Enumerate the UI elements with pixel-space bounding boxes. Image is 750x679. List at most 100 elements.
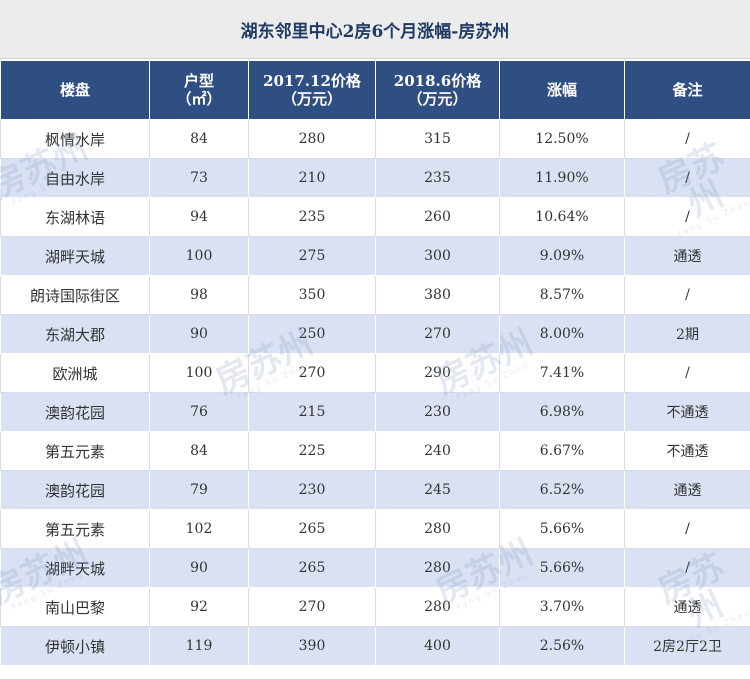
cell-project: 枫情水岸: [0, 119, 150, 159]
cell-note: 通透: [624, 587, 750, 627]
cell-note: 2房2厅2卫: [624, 626, 750, 666]
cell-price-2018: 260: [375, 197, 500, 237]
cell-area: 84: [149, 119, 249, 159]
cell-price-2018: 230: [375, 392, 500, 432]
cell-area: 92: [149, 587, 249, 627]
cell-note: /: [624, 119, 750, 159]
cell-price-2018: 270: [375, 314, 500, 354]
cell-note: /: [624, 509, 750, 549]
cell-note: /: [624, 548, 750, 588]
cell-price-2017: 270: [248, 353, 376, 393]
cell-note: 不通透: [624, 392, 750, 432]
cell-price-2018: 280: [375, 587, 500, 627]
table-row: 欧洲城 100 270 290 7.41% /: [0, 353, 750, 393]
cell-price-2018: 240: [375, 431, 500, 471]
cell-price-2018: 315: [375, 119, 500, 159]
cell-price-2017: 265: [248, 509, 376, 549]
cell-price-2017: 250: [248, 314, 376, 354]
cell-note: 通透: [624, 236, 750, 276]
table-row: 湖畔天城 90 265 280 5.66% /: [0, 548, 750, 588]
cell-project: 欧洲城: [0, 353, 150, 393]
cell-note: 通透: [624, 470, 750, 510]
table-row: 东湖林语 94 235 260 10.64% /: [0, 197, 750, 237]
table-row: 澳韵花园 76 215 230 6.98% 不通透: [0, 392, 750, 432]
cell-price-2017: 225: [248, 431, 376, 471]
cell-rise: 6.98%: [499, 392, 625, 432]
cell-rise: 2.56%: [499, 626, 625, 666]
cell-area: 102: [149, 509, 249, 549]
table-row: 南山巴黎 92 270 280 3.70% 通透: [0, 587, 750, 627]
cell-project: 伊顿小镇: [0, 626, 150, 666]
cell-area: 76: [149, 392, 249, 432]
header-area: 户型 （㎡）: [149, 60, 249, 120]
table-row: 枫情水岸 84 280 315 12.50% /: [0, 119, 750, 159]
cell-price-2018: 280: [375, 548, 500, 588]
cell-project: 东湖大郡: [0, 314, 150, 354]
cell-price-2017: 350: [248, 275, 376, 315]
cell-rise: 7.41%: [499, 353, 625, 393]
cell-price-2018: 400: [375, 626, 500, 666]
cell-area: 98: [149, 275, 249, 315]
cell-project: 朗诗国际街区: [0, 275, 150, 315]
cell-rise: 11.90%: [499, 158, 625, 198]
cell-rise: 6.67%: [499, 431, 625, 471]
cell-price-2017: 275: [248, 236, 376, 276]
cell-project: 澳韵花园: [0, 392, 150, 432]
cell-rise: 8.57%: [499, 275, 625, 315]
table-row: 第五元素 102 265 280 5.66% /: [0, 509, 750, 549]
table-title: 湖东邻里中心2房6个月涨幅-房苏州: [0, 0, 750, 59]
cell-price-2017: 390: [248, 626, 376, 666]
header-price-2017: 2017.12价格 （万元）: [248, 60, 376, 120]
cell-price-2018: 235: [375, 158, 500, 198]
header-note: 备注: [624, 60, 750, 120]
cell-price-2017: 215: [248, 392, 376, 432]
cell-project: 第五元素: [0, 509, 150, 549]
cell-area: 100: [149, 236, 249, 276]
table-row: 澳韵花园 79 230 245 6.52% 通透: [0, 470, 750, 510]
cell-area: 79: [149, 470, 249, 510]
cell-price-2017: 210: [248, 158, 376, 198]
cell-rise: 5.66%: [499, 509, 625, 549]
cell-note: /: [624, 158, 750, 198]
cell-area: 119: [149, 626, 249, 666]
header-row: 楼盘 户型 （㎡） 2017.12价格 （万元） 2018.6价格 （万元） 涨幅 备…: [0, 60, 750, 120]
cell-price-2017: 280: [248, 119, 376, 159]
cell-area: 73: [149, 158, 249, 198]
cell-note: /: [624, 275, 750, 315]
cell-rise: 12.50%: [499, 119, 625, 159]
cell-area: 94: [149, 197, 249, 237]
cell-project: 自由水岸: [0, 158, 150, 198]
cell-price-2017: 230: [248, 470, 376, 510]
cell-price-2018: 290: [375, 353, 500, 393]
cell-project: 澳韵花园: [0, 470, 150, 510]
cell-price-2017: 265: [248, 548, 376, 588]
cell-project: 东湖林语: [0, 197, 150, 237]
header-project: 楼盘: [0, 60, 150, 120]
cell-price-2018: 280: [375, 509, 500, 549]
price-rise-table: 楼盘 户型 （㎡） 2017.12价格 （万元） 2018.6价格 （万元） 涨幅 备…: [0, 60, 750, 666]
cell-note: 2期: [624, 314, 750, 354]
cell-area: 90: [149, 314, 249, 354]
cell-area: 84: [149, 431, 249, 471]
cell-project: 第五元素: [0, 431, 150, 471]
cell-price-2018: 300: [375, 236, 500, 276]
header-price-2018: 2018.6价格 （万元）: [375, 60, 500, 120]
cell-note: /: [624, 353, 750, 393]
cell-note: 不通透: [624, 431, 750, 471]
cell-price-2017: 235: [248, 197, 376, 237]
cell-project: 湖畔天城: [0, 236, 150, 276]
table-row: 东湖大郡 90 250 270 8.00% 2期: [0, 314, 750, 354]
cell-rise: 6.52%: [499, 470, 625, 510]
cell-rise: 9.09%: [499, 236, 625, 276]
table-body: 枫情水岸 84 280 315 12.50% / 自由水岸 73 210 235 11.90% / 东湖…: [0, 119, 750, 666]
table-row: 第五元素 84 225 240 6.67% 不通透: [0, 431, 750, 471]
cell-note: /: [624, 197, 750, 237]
cell-price-2018: 245: [375, 470, 500, 510]
cell-rise: 8.00%: [499, 314, 625, 354]
cell-project: 南山巴黎: [0, 587, 150, 627]
cell-area: 100: [149, 353, 249, 393]
table-row: 自由水岸 73 210 235 11.90% /: [0, 158, 750, 198]
table-row: 朗诗国际街区 98 350 380 8.57% /: [0, 275, 750, 315]
cell-rise: 5.66%: [499, 548, 625, 588]
table-row: 伊顿小镇 119 390 400 2.56% 2房2厅2卫: [0, 626, 750, 666]
